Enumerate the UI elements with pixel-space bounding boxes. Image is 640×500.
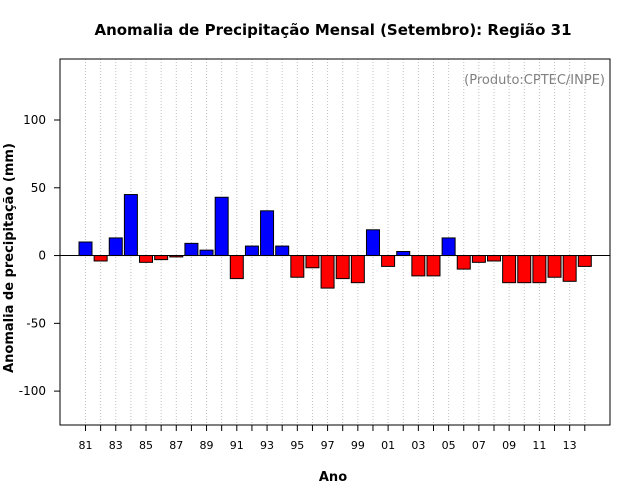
bar-03 [411,255,426,277]
x-tick-label: 13 [563,439,577,452]
bar-13 [562,255,577,282]
y-tick-label: 50 [31,181,46,195]
chart-title: Anomalia de Precipitação Mensal (Setembr… [94,21,571,39]
x-axis: 81 83 85 87 89 91 93 95 97 99 01 03 05 07 09 11 13 [79,425,586,452]
bar-92 [244,245,259,257]
bar-08 [487,255,502,262]
bar-86 [154,255,169,261]
x-axis-label: Ano [319,470,347,485]
bar-series [78,194,592,289]
x-tick-label: 91 [230,439,244,452]
bar-07 [471,255,486,263]
bar-02 [396,250,411,257]
x-tick-label: 11 [532,439,546,452]
x-tick-label: 97 [321,439,335,452]
bar-04 [426,255,441,277]
bar-90 [214,196,229,257]
x-tick-label: 87 [169,439,183,452]
y-tick-label: 0 [38,249,46,263]
bar-09 [502,255,517,284]
x-tick-label: 05 [442,439,456,452]
y-axis-label: Anomalia de precipitação (mm) [2,143,17,373]
plot-frame [59,58,611,426]
bar-81 [78,241,93,257]
bar-11 [532,255,547,284]
x-tick-label: 83 [109,439,123,452]
bar-05 [441,237,456,257]
bar-84 [123,194,138,257]
bar-10 [517,255,532,284]
x-tick-label: 03 [411,439,425,452]
vertical-gridlines [85,59,586,425]
y-tick-label: -50 [26,316,46,330]
y-tick-label: -100 [19,384,46,398]
bar-89 [199,249,214,257]
bar-93 [260,210,275,257]
x-tick-label: 99 [351,439,365,452]
bar-97 [320,255,335,289]
x-tick-label: 09 [502,439,516,452]
x-tick-label: 89 [200,439,214,452]
bar-94 [275,245,290,257]
bar-14 [577,255,592,267]
bar-85 [139,255,154,263]
y-tick-label: 100 [23,113,46,127]
bar-95 [290,255,305,278]
x-tick-label: 95 [290,439,304,452]
bar-99 [350,255,365,284]
x-tick-label: 85 [139,439,153,452]
bar-12 [547,255,562,278]
x-tick-label: 93 [260,439,274,452]
x-tick-label: 81 [79,439,93,452]
bar-98 [335,255,350,280]
bar-00 [365,229,380,257]
x-tick-label: 01 [381,439,395,452]
bar-88 [184,242,199,257]
bar-01 [381,255,396,267]
bar-91 [229,255,244,280]
bar-06 [456,255,471,270]
bar-83 [108,237,123,257]
bar-82 [93,255,108,262]
x-tick-label: 07 [472,439,486,452]
y-axis: -100 -50 0 50 100 [19,113,60,398]
chart-credit: (Produto:CPTEC/INPE) [464,73,605,88]
bar-96 [305,255,320,269]
